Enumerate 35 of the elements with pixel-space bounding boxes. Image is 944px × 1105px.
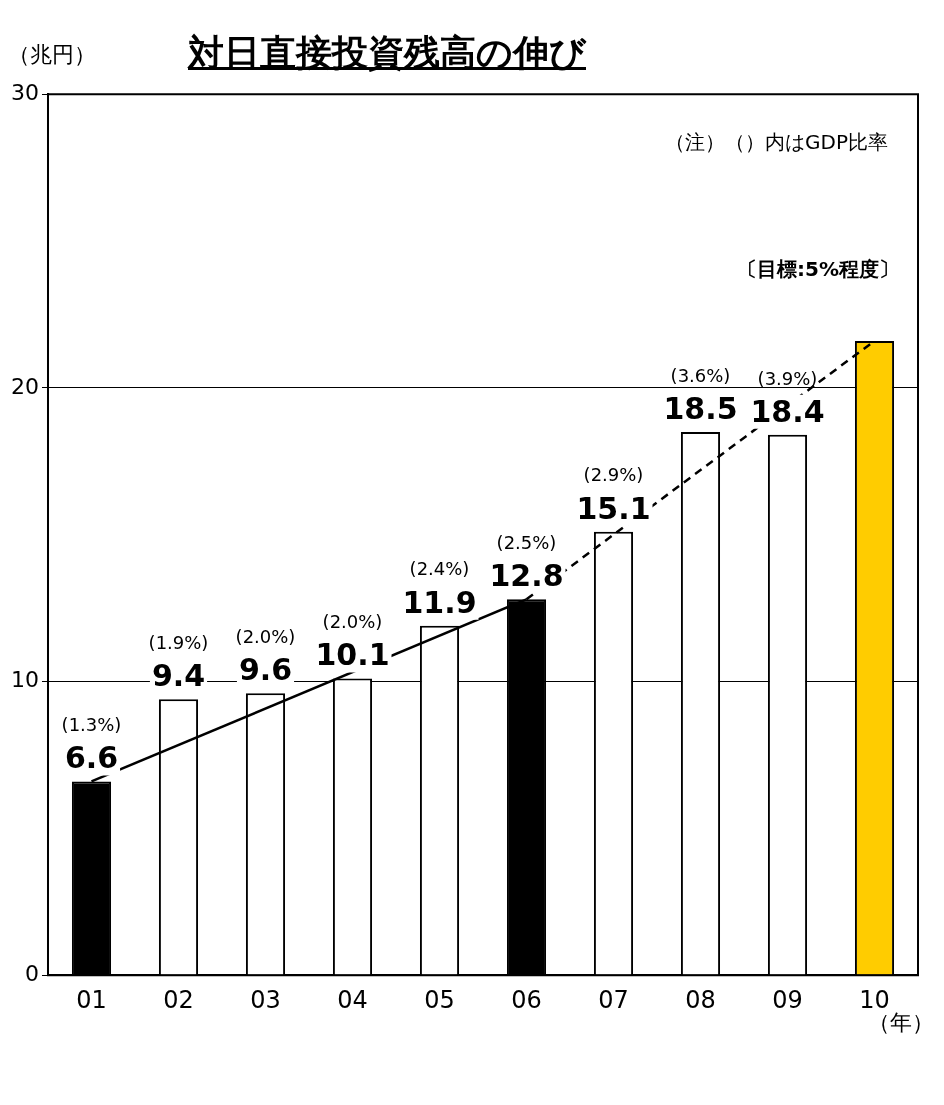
- x-tick-label: 09: [772, 985, 803, 1014]
- annotation: (2.5%): [496, 531, 557, 553]
- data-label: 11.9: [402, 584, 477, 620]
- annotation: (2.9%): [583, 464, 644, 486]
- x-tick-label: 07: [598, 985, 629, 1014]
- annotation: （注）（）内はGDP比率: [665, 130, 888, 155]
- x-tick-label: 01: [76, 985, 107, 1014]
- annotation: 〔目標:5%程度〕: [737, 257, 899, 282]
- x-tick-label: 04: [337, 985, 368, 1014]
- annotation: (3.9%): [757, 367, 818, 389]
- x-tick-label: 06: [511, 985, 542, 1014]
- y-tick-label: 20: [10, 373, 39, 399]
- x-tick-label: 08: [685, 985, 716, 1014]
- y-tick-label: 0: [24, 960, 39, 986]
- annotation: (3.6%): [670, 364, 731, 386]
- data-label: 15.1: [576, 490, 651, 526]
- annotation: (2.0%): [322, 611, 383, 633]
- y-axis-title: （兆円）: [8, 41, 97, 69]
- x-tick-label: 05: [424, 985, 455, 1014]
- annotation: (1.3%): [61, 714, 122, 736]
- annotation: (2.0%): [235, 625, 296, 647]
- x-tick-label: 03: [250, 985, 281, 1014]
- data-label: 12.8: [489, 558, 564, 594]
- data-label: 9.6: [238, 652, 293, 688]
- y-tick-label: 10: [10, 667, 39, 693]
- y-tick-label: 30: [10, 79, 39, 105]
- data-label: 18.5: [663, 390, 738, 426]
- annotation: (2.4%): [409, 558, 470, 580]
- chart-title: 対日直接投資残高の伸び: [188, 31, 586, 75]
- data-label: 18.4: [750, 393, 825, 429]
- data-label: 6.6: [64, 740, 119, 776]
- data-label: 9.4: [151, 657, 206, 693]
- annotation: (1.9%): [148, 631, 209, 653]
- x-tick-label: 02: [163, 985, 194, 1014]
- data-label: 10.1: [315, 637, 390, 673]
